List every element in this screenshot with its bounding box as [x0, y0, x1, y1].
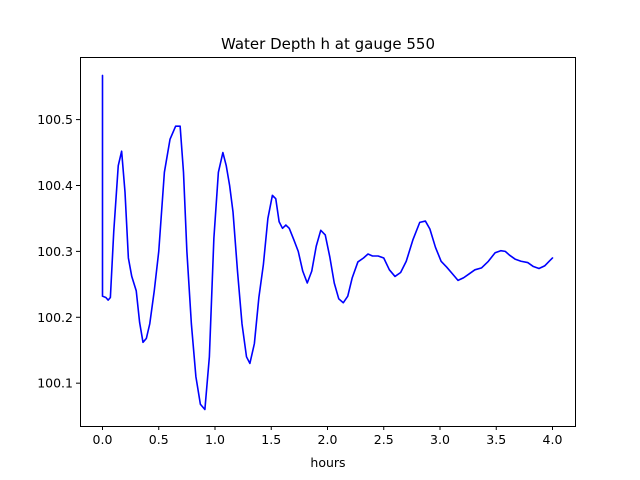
- x-tick-label: 2.0: [318, 432, 338, 447]
- x-tick-label: 3.5: [486, 432, 506, 447]
- x-tick-label: 2.5: [374, 432, 394, 447]
- x-tick-label: 0.0: [93, 432, 113, 447]
- x-tick-label: 0.5: [149, 432, 169, 447]
- y-tick-label: 100.4: [37, 178, 73, 193]
- y-tick-label: 100.5: [37, 112, 73, 127]
- y-tick-label: 100.3: [37, 244, 73, 259]
- x-axis-label: hours: [310, 455, 345, 470]
- chart-title: Water Depth h at gauge 550: [221, 35, 435, 53]
- y-tick-label: 100.1: [37, 376, 73, 391]
- series-line-0: [101, 74, 554, 411]
- x-tick-label: 4.0: [543, 432, 563, 447]
- y-axis: 100.1 100.2 100.3 100.4 100.5: [37, 112, 80, 391]
- x-tick-label: 3.0: [430, 432, 450, 447]
- x-tick-label: 1.5: [261, 432, 281, 447]
- plot-content: [101, 74, 554, 411]
- y-tick-label: 100.2: [37, 310, 73, 325]
- x-axis: 0.0 0.5 1.0 1.5 2.0 2.5 3.0 3.5 4.0: [93, 426, 563, 447]
- x-tick-label: 1.0: [205, 432, 225, 447]
